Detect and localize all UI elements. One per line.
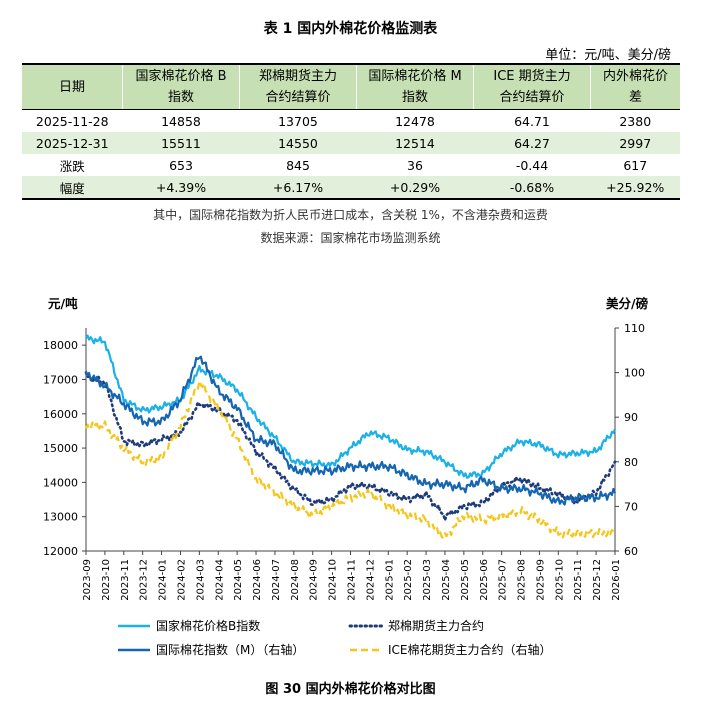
x-tick-label: 2025-06 (479, 559, 490, 601)
left-tick-label: 16000 (43, 408, 78, 421)
x-tick-label: 2024-07 (271, 559, 282, 601)
right-tick-label: 90 (624, 411, 638, 424)
right-tick-label: 100 (624, 367, 645, 380)
x-tick-label: 2024-11 (347, 559, 358, 601)
table-cell: -0.44 (515, 157, 549, 173)
table-row: 幅度 +4.39% +6.17% +0.29% -0.68% +25.92% (22, 176, 680, 199)
table-cell: +25.92% (590, 176, 680, 199)
table-note: 其中，国际棉花指数为折人民币进口成本，含关税 1%，不含港杂费和运费 (153, 208, 548, 222)
x-tick-label: 2024-06 (252, 559, 263, 601)
header-date: 日期 (22, 64, 123, 110)
x-tick-label: 2024-10 (328, 559, 339, 601)
right-tick-label: 60 (624, 545, 638, 558)
table-cell: +6.17% (239, 176, 357, 199)
x-tick-label: 2025-11 (573, 559, 584, 601)
table-cell: 涨跌 (59, 158, 85, 174)
table-cell: -0.68% (473, 176, 591, 199)
table-cell: 36 (407, 157, 423, 173)
right-tick-label: 70 (624, 500, 638, 513)
legend-label-1: 国家棉花价格B指数 (156, 618, 260, 633)
unit-label: 单位：元/吨、美分/磅 (545, 48, 671, 63)
table-title: 表 1 国内外棉花价格监测表 (263, 21, 438, 37)
legend-label-4: ICE棉花期货主力合约（右轴） (388, 642, 552, 657)
header-spread: 内外棉花价差 (590, 64, 680, 110)
x-tick-label: 2025-04 (441, 559, 452, 601)
legend-label-3: 国际棉花指数（M）（右轴） (156, 642, 304, 657)
x-tick-label: 2025-10 (554, 559, 565, 601)
x-tick-label: 2025-09 (535, 559, 546, 601)
right-tick-label: 110 (624, 322, 645, 335)
table-cell: 2997 (590, 132, 680, 154)
x-tick-label: 2024-03 (195, 559, 206, 601)
header-b-index: 国家棉花价格 B 指数 (122, 64, 240, 110)
x-tick-label: 2025-03 (422, 559, 433, 601)
left-tick-label: 12000 (43, 545, 78, 558)
table-cell: 幅度 (22, 176, 123, 199)
table-cell: +4.39% (122, 176, 240, 199)
series-line-3 (85, 355, 617, 506)
x-tick-label: 2024-02 (176, 559, 187, 601)
table-header-row: 日期 国家棉花价格 B 指数 郑棉期货主力 合约结算价 国际棉花价格 M 指数 ICE… (22, 64, 680, 110)
x-tick-label: 2024-05 (233, 559, 244, 601)
table-cell: 14550 (239, 132, 357, 154)
price-table: 日期 国家棉花价格 B 指数 郑棉期货主力 合约结算价 国际棉花价格 M 指数 ICE… (22, 63, 680, 200)
header-m-index: 国际棉花价格 M 指数 (356, 64, 474, 110)
legend-label-2: 郑棉期货主力合约 (388, 618, 484, 633)
data-source: 数据来源：国家棉花市场监测系统 (260, 231, 441, 245)
x-tick-label: 2025-02 (403, 559, 414, 601)
table-cell: 15511 (122, 132, 240, 154)
series-line-1 (85, 334, 617, 479)
table-cell: 845 (286, 157, 310, 173)
table-cell: 14858 (161, 113, 201, 129)
left-axis-title: 元/吨 (48, 296, 78, 311)
x-tick-label: 2025-01 (384, 559, 395, 601)
x-tick-label: 2023-11 (120, 559, 131, 601)
x-tick-label: 2026-01 (611, 559, 622, 601)
price-comparison-chart: 元/吨 美分/磅 18000 17000 16000 15000 14000 13000 120… (43, 296, 649, 657)
table-row: 涨跌 653 845 36 -0.44 617 (22, 154, 680, 176)
x-tick-label: 2025-07 (498, 559, 509, 601)
x-tick-label: 2025-08 (517, 559, 528, 601)
x-tick-label: 2024-12 (365, 559, 376, 601)
table-cell: 12514 (356, 132, 474, 154)
header-ice: ICE 期货主力 合约结算价 (473, 64, 591, 110)
x-tick-label: 2024-04 (214, 559, 225, 601)
x-tick-label: 2025-05 (460, 559, 471, 601)
table-row: 2025-12-31 15511 14550 12514 64.27 2997 (22, 132, 680, 154)
table-row: 2025-11-28 14858 13705 12478 64.71 2380 (22, 110, 680, 133)
table-cell: 2025-11-28 (35, 113, 109, 129)
header-zhengmian: 郑棉期货主力 合约结算价 (239, 64, 357, 110)
left-tick-label: 17000 (43, 373, 78, 386)
table-cell: 64.27 (473, 132, 591, 154)
right-axis-title: 美分/磅 (606, 296, 649, 311)
table-cell: 64.71 (514, 113, 550, 129)
x-tick-label: 2023-12 (139, 559, 150, 601)
x-tick-label: 2025-12 (592, 559, 603, 601)
table-cell: +0.29% (356, 176, 474, 199)
table-cell: 617 (623, 157, 648, 173)
figure-caption: 图 30 国内外棉花价格对比图 (265, 682, 436, 697)
right-tick-label: 80 (624, 456, 638, 469)
x-tick-label: 2023-10 (101, 559, 112, 601)
table-cell: 12478 (395, 113, 435, 129)
table-cell: 2380 (619, 113, 652, 129)
series-line-4 (84, 379, 616, 539)
table-cell: 13705 (278, 113, 318, 129)
x-tick-label: 2023-09 (82, 559, 93, 601)
x-tick-label: 2024-08 (290, 559, 301, 601)
table-cell: 653 (169, 157, 193, 173)
left-tick-label: 14000 (43, 476, 78, 489)
left-tick-label: 15000 (43, 442, 78, 455)
x-tick-label: 2024-01 (158, 559, 169, 601)
left-tick-label: 13000 (43, 511, 78, 524)
left-tick-label: 18000 (43, 339, 78, 352)
table-cell: 2025-12-31 (22, 132, 123, 154)
x-tick-label: 2024-09 (309, 559, 320, 601)
